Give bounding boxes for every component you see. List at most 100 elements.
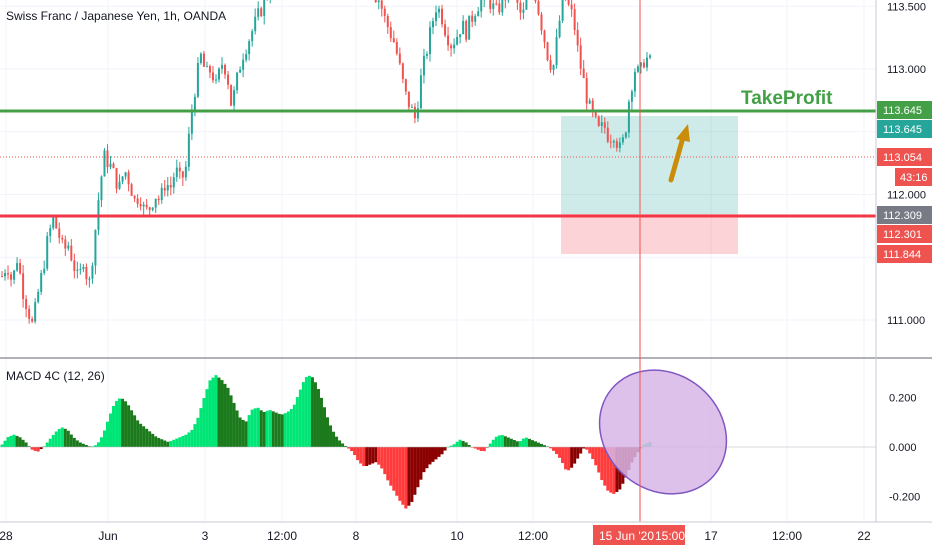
macd-bar <box>154 436 158 447</box>
macd-bar <box>585 447 589 450</box>
macd-bar <box>105 421 109 447</box>
macd-bar <box>190 429 194 447</box>
candle <box>395 38 398 56</box>
macd-bar <box>374 447 378 463</box>
macd-bar <box>570 447 574 468</box>
macd-bar <box>518 441 522 447</box>
candle-body <box>214 79 217 81</box>
candle <box>139 197 142 211</box>
candle <box>380 0 383 17</box>
candle <box>404 78 407 96</box>
macd-bar <box>169 441 173 447</box>
candle-body <box>118 181 121 189</box>
candle-body <box>612 141 615 143</box>
macd-bar <box>476 447 480 450</box>
macd-bar <box>609 447 613 493</box>
macd-bar <box>615 447 619 493</box>
candle <box>447 26 450 51</box>
take-profit-zone <box>561 116 738 214</box>
macd-bar <box>223 383 227 447</box>
candle <box>260 6 263 18</box>
candle <box>495 0 498 6</box>
candle-body <box>543 30 546 43</box>
candle <box>468 15 471 40</box>
candle <box>386 13 389 34</box>
candle-body <box>374 0 377 3</box>
up-arrow-annotation[interactable] <box>668 124 690 183</box>
macd-bar <box>353 447 357 456</box>
candle <box>227 70 230 90</box>
candle-body <box>594 111 597 117</box>
macd-bar <box>84 445 88 447</box>
candle-body <box>540 14 543 31</box>
macd-bar <box>383 447 387 475</box>
macd-bar <box>250 409 254 447</box>
candle-body <box>582 68 585 79</box>
macd-bar <box>15 435 19 447</box>
candle <box>401 62 404 84</box>
macd-bar <box>160 439 164 447</box>
candle-body <box>199 53 202 64</box>
candle-body <box>28 308 31 319</box>
macd-bar <box>389 447 393 486</box>
candle-body <box>398 53 401 64</box>
candle-body <box>636 66 639 72</box>
candle <box>106 144 109 174</box>
candle-body <box>202 53 205 67</box>
candle-body <box>94 230 97 266</box>
macd-bar <box>178 437 182 447</box>
candle <box>230 84 233 107</box>
macd-bar <box>277 413 281 447</box>
candle-body <box>606 127 609 142</box>
macd-bar <box>51 434 55 447</box>
candle <box>142 201 145 215</box>
macd-bar <box>416 447 420 488</box>
macd-axis[interactable]: 0.200 0.000 -0.200 <box>889 392 920 503</box>
candle <box>236 71 239 94</box>
macd-bar <box>112 405 116 447</box>
candle <box>618 137 621 153</box>
macd-bar <box>157 437 161 447</box>
candle <box>40 269 43 295</box>
macd-bar <box>93 445 97 447</box>
candle <box>645 51 648 72</box>
ellipse-annotation[interactable] <box>574 345 751 520</box>
candle <box>579 37 582 76</box>
time-axis[interactable]: 28 Jun 3 12:00 8 10 12:00 17 12:00 22 <box>0 529 871 543</box>
price-tag-tp2: 113.645 <box>877 120 932 138</box>
candle <box>435 5 438 27</box>
candle-body <box>419 75 422 109</box>
candle <box>211 65 214 83</box>
candle <box>214 74 217 84</box>
candle <box>600 115 603 134</box>
macd-bar <box>497 435 501 447</box>
macd-histogram <box>0 375 876 509</box>
macd-bar <box>506 437 510 447</box>
candle-body <box>136 198 139 204</box>
macd-bar <box>341 443 345 447</box>
price-tag-label: 113.054 <box>883 152 922 164</box>
candle-body <box>471 15 474 22</box>
candle-body <box>576 30 579 46</box>
take-profit-annotation[interactable]: TakeProfit <box>741 88 833 109</box>
candle-body <box>392 38 395 42</box>
macd-bar <box>386 447 390 481</box>
candle <box>127 169 130 192</box>
candle <box>576 22 579 52</box>
candle-body <box>16 263 19 271</box>
candle <box>10 271 13 287</box>
candle-body <box>618 142 621 148</box>
macd-bar <box>573 447 577 464</box>
candle-body <box>555 37 558 66</box>
candle <box>4 269 7 281</box>
candle <box>46 231 49 271</box>
candle <box>251 29 254 47</box>
candle <box>498 0 501 15</box>
candle-body <box>154 198 157 208</box>
candle <box>257 1 260 21</box>
candle-body <box>31 318 34 322</box>
macd-bar <box>238 417 242 447</box>
candle-body <box>34 302 37 322</box>
candle-body <box>70 245 73 261</box>
